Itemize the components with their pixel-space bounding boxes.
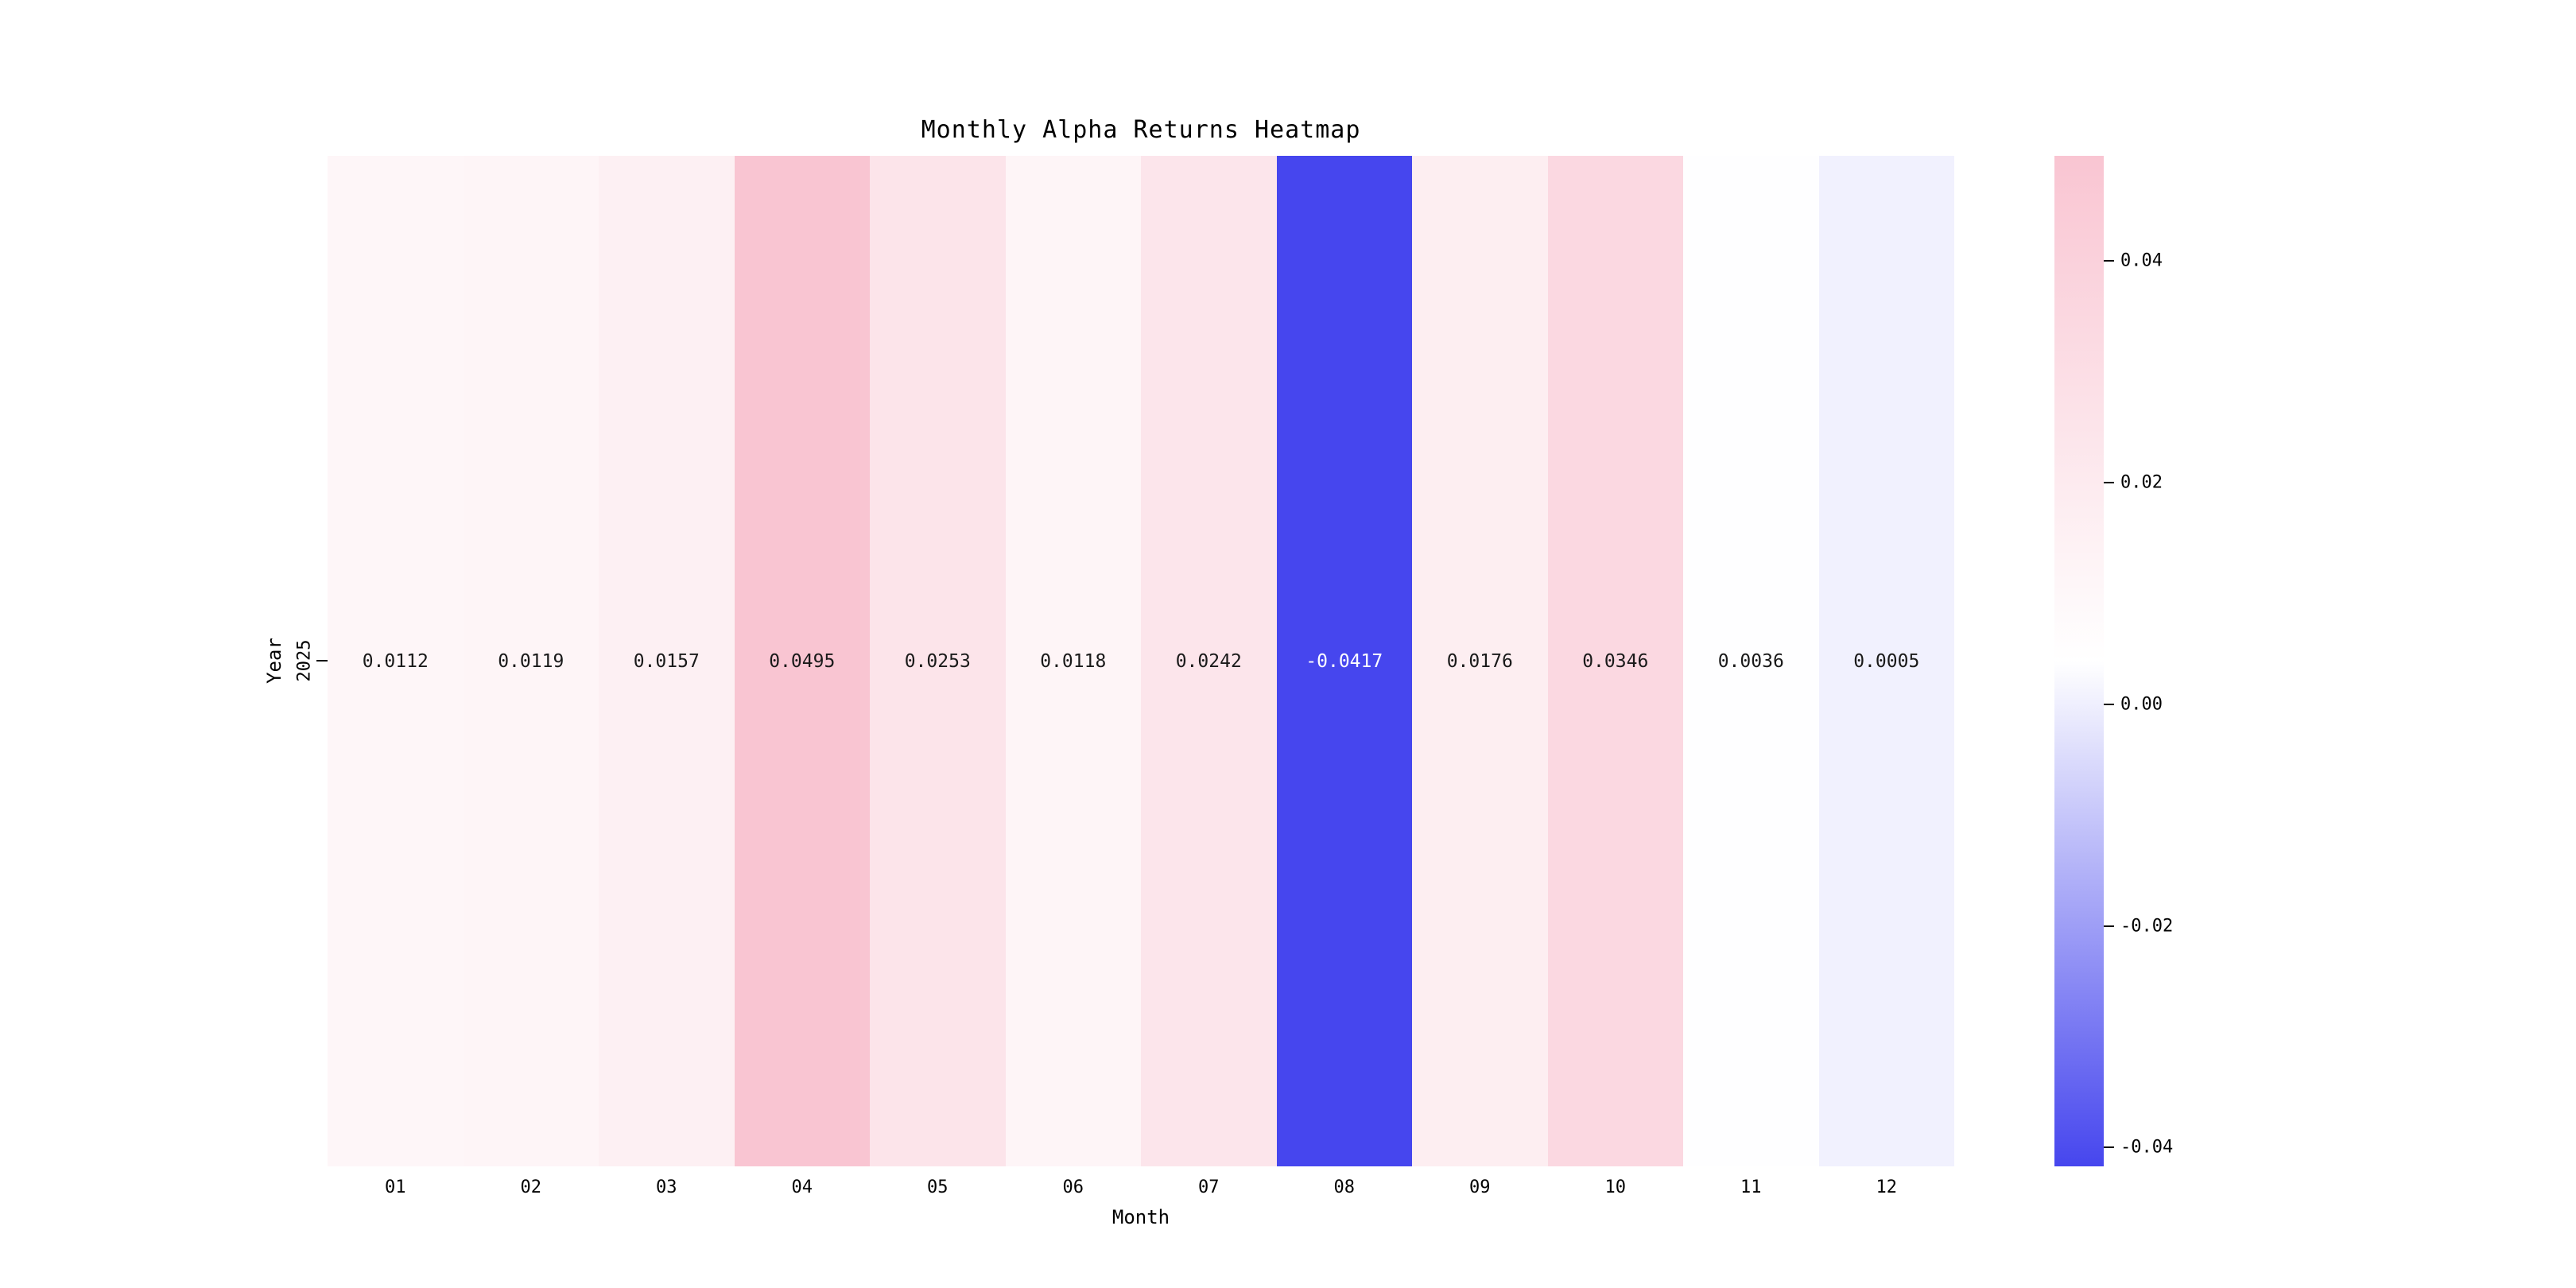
- x-tick-labels: 01 02 03 04 05 06 07 08 09 10 11 12: [328, 1177, 1954, 1197]
- colorbar-tick-mark: [2104, 482, 2114, 484]
- colorbar-tick-mark: [2104, 703, 2114, 705]
- y-tick-mark: [316, 660, 328, 661]
- heatmap-cell: 0.0005: [1818, 156, 1954, 1166]
- x-tick-label: 08: [1333, 1177, 1356, 1197]
- x-tick-label: 09: [1469, 1177, 1491, 1197]
- heatmap: 0.0112 0.0119 0.0157 0.0495 0.0253 0.0118 0.02…: [328, 156, 1954, 1166]
- heatmap-cell: 0.0176: [1412, 156, 1548, 1166]
- heatmap-cell: 0.0346: [1547, 156, 1683, 1166]
- colorbar-tick-mark: [2104, 1146, 2114, 1149]
- heatmap-cell-value: 0.0119: [498, 650, 564, 672]
- heatmap-cell: -0.0417: [1276, 156, 1412, 1166]
- heatmap-cell-value: 0.0242: [1175, 650, 1242, 672]
- heatmap-cell: 0.0253: [870, 156, 1006, 1166]
- heatmap-cell-value: -0.0417: [1305, 650, 1383, 672]
- heatmap-cell: 0.0495: [734, 156, 870, 1166]
- chart-title: Monthly Alpha Returns Heatmap: [921, 116, 1361, 144]
- heatmap-cell-value: 0.0112: [362, 650, 429, 672]
- colorbar-tick-label: 0.00: [2120, 694, 2163, 715]
- y-axis-label: Year: [263, 638, 285, 684]
- colorbar-tick-label: 0.04: [2120, 250, 2163, 271]
- x-tick-label: 06: [1062, 1177, 1084, 1197]
- y-tick-label: 2025: [294, 639, 315, 682]
- x-tick-label: 07: [1198, 1177, 1220, 1197]
- x-tick-label: 03: [656, 1177, 677, 1197]
- heatmap-cell-value: 0.0346: [1582, 650, 1649, 672]
- colorbar-tick-label: -0.04: [2120, 1137, 2174, 1158]
- x-tick-label: 01: [385, 1177, 406, 1197]
- x-tick-label: 02: [520, 1177, 542, 1197]
- heatmap-cell: 0.0119: [463, 156, 599, 1166]
- x-tick-label: 11: [1740, 1177, 1762, 1197]
- heatmap-cell: 0.0242: [1141, 156, 1277, 1166]
- colorbar-tick-label: -0.02: [2120, 916, 2174, 937]
- x-tick-label: 10: [1604, 1177, 1627, 1197]
- heatmap-cell: 0.0157: [599, 156, 735, 1166]
- heatmap-cell-value: 0.0157: [633, 650, 700, 672]
- x-tick-label: 05: [927, 1177, 949, 1197]
- colorbar: [2054, 156, 2104, 1166]
- colorbar-tick-label: 0.02: [2120, 472, 2163, 493]
- heatmap-cell-value: 0.0005: [1853, 650, 1920, 672]
- x-tick-label: 12: [1876, 1177, 1898, 1197]
- heatmap-cell-value: 0.0118: [1040, 650, 1107, 672]
- colorbar-ticks: 0.04 0.02 0.00 -0.02 -0.04: [2104, 156, 2215, 1166]
- heatmap-cell-value: 0.0176: [1446, 650, 1513, 672]
- heatmap-cell-value: 0.0036: [1717, 650, 1784, 672]
- x-tick-label: 04: [791, 1177, 813, 1197]
- heatmap-cell: 0.0036: [1683, 156, 1819, 1166]
- colorbar-tick-mark: [2104, 925, 2114, 927]
- heatmap-cell-value: 0.0495: [769, 650, 836, 672]
- colorbar-tick-mark: [2104, 260, 2114, 262]
- heatmap-cell: 0.0118: [1005, 156, 1141, 1166]
- heatmap-cell-value: 0.0253: [904, 650, 971, 672]
- heatmap-cell: 0.0112: [328, 156, 464, 1166]
- x-axis-label: Month: [1111, 1206, 1170, 1228]
